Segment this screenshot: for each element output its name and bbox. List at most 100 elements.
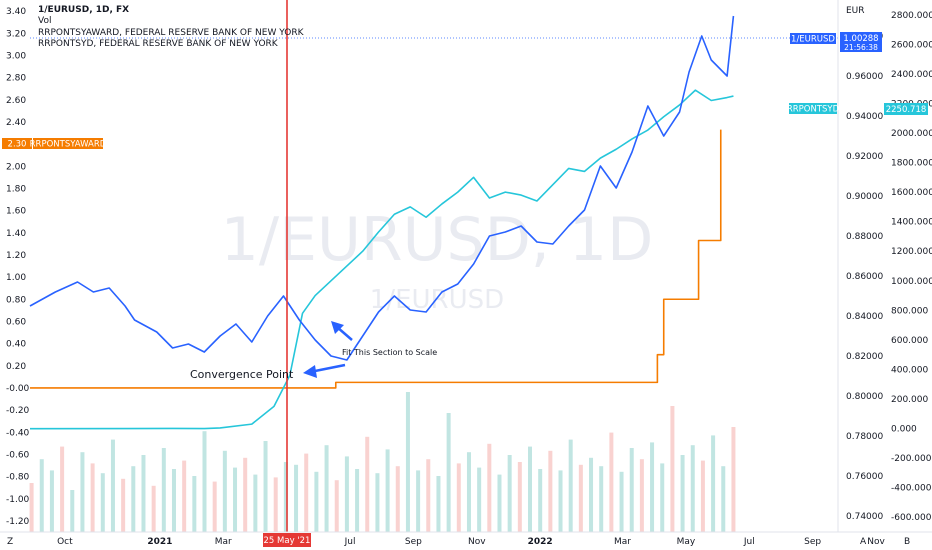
arrow-fit (331, 321, 353, 341)
left-axis-tick: 2.60 (6, 96, 26, 106)
left-axis-tick: -1.20 (6, 517, 30, 527)
volume-bars (29, 392, 736, 532)
volume-bar (395, 466, 400, 532)
volume-bar (243, 457, 248, 532)
volume-bar (528, 446, 533, 532)
annotation-convergence: Convergence Point (190, 368, 294, 381)
volume-bar (507, 455, 512, 532)
x-axis-tick: 2021 (147, 537, 172, 547)
tag-rrpontsyaward-value: 2.30 (2, 138, 32, 150)
volume-bar (253, 474, 258, 532)
tag-rrpontsyd-value: 2250.718 (884, 103, 928, 115)
right-axis-tick: 600.000 (891, 336, 928, 346)
left-axis-tick: 1.80 (6, 184, 26, 194)
eur-axis-tick: 0.90000 (846, 192, 883, 202)
eurusd-last-price: 1.00288 (843, 34, 878, 44)
right-axis-tick: 1000.000 (891, 277, 932, 287)
eur-axis-tick: 0.74000 (846, 512, 883, 522)
eur-axis-tick: 0.94000 (846, 112, 883, 122)
left-axis-tick: -0.80 (6, 473, 30, 483)
volume-bar (446, 413, 451, 532)
arrow-convergence (303, 363, 346, 378)
volume-bar (375, 473, 380, 532)
volume-bar (151, 485, 156, 532)
volume-bar (171, 469, 176, 532)
left-axis-tick: -0.00 (6, 384, 30, 394)
eur-axis-tick: 0.96000 (846, 72, 883, 82)
currency-label: EUR (846, 6, 865, 16)
left-axis-tick: 1.20 (6, 251, 26, 261)
right-axis-tick: 1200.000 (891, 247, 932, 257)
volume-bar (294, 464, 299, 532)
volume-bar (192, 476, 197, 532)
volume-bar (680, 455, 685, 532)
volume-bar (121, 478, 126, 532)
volume-bar (314, 471, 319, 532)
volume-bar (355, 469, 360, 532)
left-axis-tick: -1.00 (6, 495, 30, 505)
volume-bar (70, 490, 75, 532)
volume-bar (548, 450, 553, 532)
x-axis-tick: Sep (804, 537, 821, 547)
legend-vol: Vol (38, 16, 51, 26)
volume-bar (39, 459, 44, 532)
volume-bar (131, 466, 136, 532)
volume-bar (568, 439, 573, 532)
volume-bar (609, 432, 614, 532)
series-eurusd-line (29, 15, 735, 361)
eur-axis-tick: 0.84000 (846, 312, 883, 322)
volume-bar (416, 470, 421, 532)
volume-bar (283, 462, 288, 532)
x-axis-tick: Jul (743, 537, 755, 547)
left-axis-tick: -0.60 (6, 450, 30, 460)
volume-bar (233, 467, 238, 532)
eur-axis-tick: 0.82000 (846, 352, 883, 362)
svg-text:RRPONTSYAWARD: RRPONTSYAWARD (30, 140, 107, 150)
volume-bar (731, 427, 736, 532)
tag-eurusd-name: 1/EURUSD (790, 33, 836, 45)
volume-bar (324, 445, 329, 532)
volume-bar (80, 452, 85, 532)
right-axis: 2800.0002600.0002400.0002200.0002000.000… (891, 11, 932, 523)
right-axis-tick: 2000.000 (891, 129, 932, 139)
left-axis-tick: 2.80 (6, 74, 26, 84)
legend-rrpontsyd: RRPONTSYD, FEDERAL RESERVE BANK OF NEW Y… (38, 39, 279, 49)
volume-bar (100, 473, 105, 532)
tag-eurusd-price: 1.00288 21:56:38 (840, 32, 882, 52)
volume-bar (436, 476, 441, 532)
volume-bar (660, 463, 665, 532)
volume-bar (344, 456, 349, 532)
volume-bar (405, 392, 410, 532)
volume-bar (141, 455, 146, 532)
x-axis-tick: 2022 (528, 537, 553, 547)
eur-axis-tick: 0.80000 (846, 392, 883, 402)
watermark-sub: 1/EURUSD (370, 285, 504, 315)
zoom-button[interactable]: Z (7, 537, 13, 547)
eur-axis-tick: 0.88000 (846, 232, 883, 242)
right-axis-tick: 400.000 (891, 365, 928, 375)
tag-rrpontsyd-name: RRPONTSYD (787, 103, 840, 115)
eur-axis: 0.980000.960000.940000.920000.900000.880… (846, 32, 883, 522)
volume-bar (110, 439, 115, 532)
volume-bar (538, 469, 543, 532)
right-axis-tick: -200.000 (891, 454, 932, 464)
volume-bar (558, 470, 563, 532)
eur-axis-tick: 0.86000 (846, 272, 883, 282)
volume-bar (589, 457, 594, 532)
volume-bar (29, 483, 34, 532)
volume-bar (334, 480, 339, 532)
x-axis-tick: May (677, 537, 696, 547)
left-axis-tick: 1.60 (6, 207, 26, 217)
volume-bar (456, 463, 461, 532)
x-axis-tick: Sep (405, 537, 422, 547)
watermark-symbol: 1/EURUSD, 1D (221, 205, 654, 275)
volume-bar (222, 450, 227, 532)
rrpontsyaward-last-value: 2.30 (8, 140, 27, 150)
auto-scale-button[interactable]: A (860, 537, 867, 547)
left-axis-tick: 0.40 (6, 340, 26, 350)
x-axis-tick: Mar (215, 537, 232, 547)
log-scale-button[interactable]: B (904, 537, 910, 547)
right-axis-tick: 1800.000 (891, 159, 932, 169)
x-axis-tick: Nov (468, 537, 486, 547)
